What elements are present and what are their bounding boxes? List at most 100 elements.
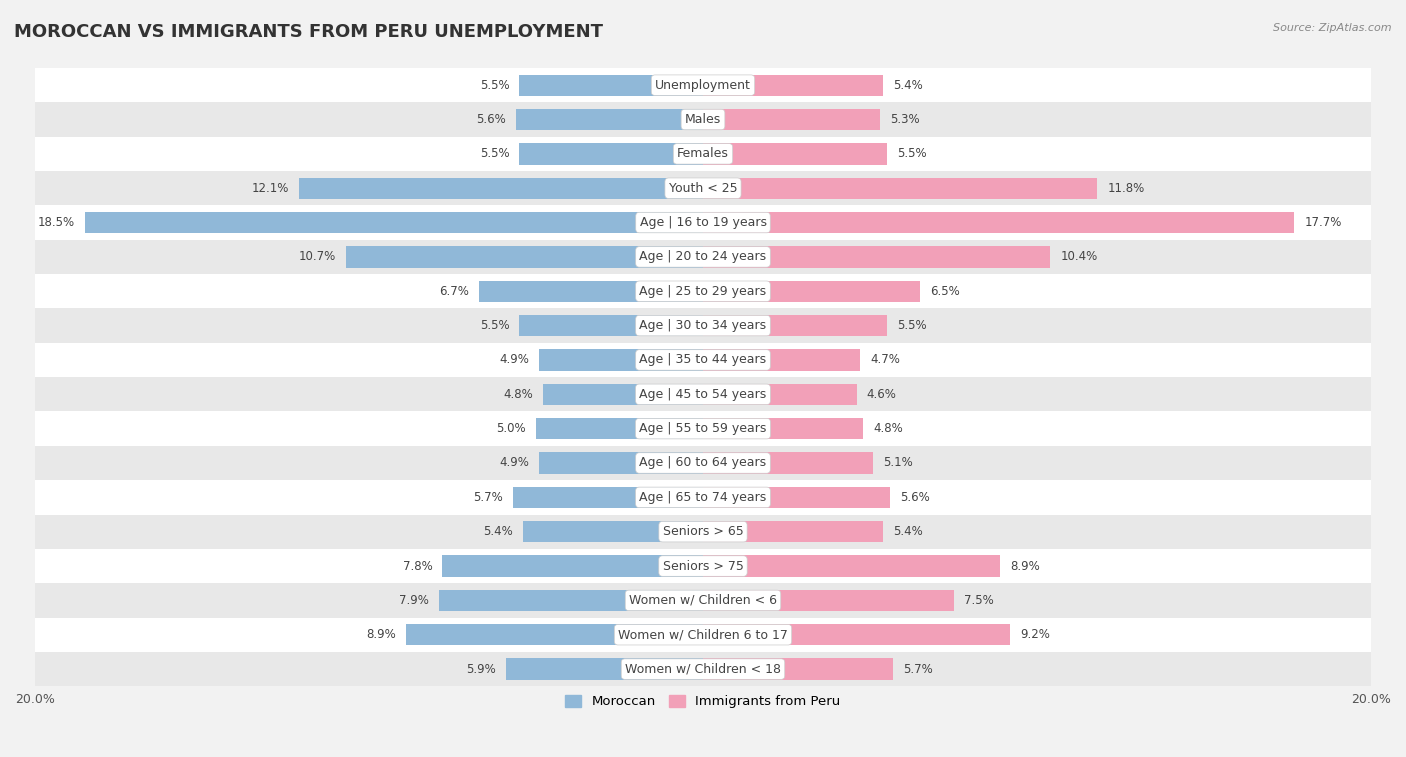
Text: Age | 45 to 54 years: Age | 45 to 54 years: [640, 388, 766, 400]
Text: Age | 20 to 24 years: Age | 20 to 24 years: [640, 251, 766, 263]
Bar: [35, 343, 1371, 377]
Bar: [703, 178, 1097, 199]
Bar: [703, 624, 1011, 646]
Bar: [35, 412, 1371, 446]
Text: 4.9%: 4.9%: [499, 354, 529, 366]
Bar: [35, 205, 1371, 240]
Bar: [703, 281, 920, 302]
Text: Age | 55 to 59 years: Age | 55 to 59 years: [640, 422, 766, 435]
Bar: [703, 212, 1295, 233]
Bar: [35, 68, 1371, 102]
Text: 4.8%: 4.8%: [503, 388, 533, 400]
Bar: [540, 349, 703, 371]
Text: 7.9%: 7.9%: [399, 594, 429, 607]
Legend: Moroccan, Immigrants from Peru: Moroccan, Immigrants from Peru: [560, 690, 846, 714]
Text: Source: ZipAtlas.com: Source: ZipAtlas.com: [1274, 23, 1392, 33]
Text: 5.1%: 5.1%: [883, 456, 912, 469]
Bar: [346, 246, 703, 267]
Bar: [703, 453, 873, 474]
Text: 4.6%: 4.6%: [866, 388, 897, 400]
Text: 7.5%: 7.5%: [963, 594, 993, 607]
Text: 6.5%: 6.5%: [931, 285, 960, 298]
Text: 5.6%: 5.6%: [900, 491, 929, 504]
Text: 5.5%: 5.5%: [479, 319, 509, 332]
Bar: [536, 418, 703, 439]
Text: 5.5%: 5.5%: [897, 148, 927, 160]
Text: Males: Males: [685, 113, 721, 126]
Text: Women w/ Children 6 to 17: Women w/ Children 6 to 17: [619, 628, 787, 641]
Text: Females: Females: [678, 148, 728, 160]
Bar: [703, 384, 856, 405]
Bar: [519, 74, 703, 96]
Text: Age | 35 to 44 years: Age | 35 to 44 years: [640, 354, 766, 366]
Bar: [443, 556, 703, 577]
Bar: [35, 515, 1371, 549]
Bar: [35, 171, 1371, 205]
Bar: [84, 212, 703, 233]
Text: 4.9%: 4.9%: [499, 456, 529, 469]
Text: 5.6%: 5.6%: [477, 113, 506, 126]
Bar: [703, 487, 890, 508]
Bar: [35, 137, 1371, 171]
Bar: [35, 618, 1371, 652]
Bar: [35, 308, 1371, 343]
Bar: [703, 143, 887, 164]
Bar: [516, 109, 703, 130]
Bar: [703, 349, 860, 371]
Text: 5.0%: 5.0%: [496, 422, 526, 435]
Text: 5.4%: 5.4%: [893, 525, 924, 538]
Text: Age | 60 to 64 years: Age | 60 to 64 years: [640, 456, 766, 469]
Text: Age | 30 to 34 years: Age | 30 to 34 years: [640, 319, 766, 332]
Bar: [406, 624, 703, 646]
Text: 4.8%: 4.8%: [873, 422, 903, 435]
Bar: [35, 583, 1371, 618]
Bar: [35, 102, 1371, 137]
Bar: [703, 659, 893, 680]
Bar: [35, 240, 1371, 274]
Text: Age | 65 to 74 years: Age | 65 to 74 years: [640, 491, 766, 504]
Bar: [506, 659, 703, 680]
Text: 18.5%: 18.5%: [38, 216, 75, 229]
Text: 5.4%: 5.4%: [482, 525, 513, 538]
Bar: [703, 590, 953, 611]
Text: 7.8%: 7.8%: [402, 559, 433, 572]
Bar: [703, 521, 883, 542]
Bar: [543, 384, 703, 405]
Text: 4.7%: 4.7%: [870, 354, 900, 366]
Text: 5.3%: 5.3%: [890, 113, 920, 126]
Text: Seniors > 75: Seniors > 75: [662, 559, 744, 572]
Bar: [703, 556, 1000, 577]
Text: Women w/ Children < 18: Women w/ Children < 18: [626, 662, 780, 675]
Bar: [35, 480, 1371, 515]
Bar: [35, 652, 1371, 687]
Text: Age | 16 to 19 years: Age | 16 to 19 years: [640, 216, 766, 229]
Text: 10.7%: 10.7%: [298, 251, 336, 263]
Bar: [35, 446, 1371, 480]
Text: 8.9%: 8.9%: [366, 628, 395, 641]
Bar: [523, 521, 703, 542]
Bar: [703, 315, 887, 336]
Bar: [703, 246, 1050, 267]
Bar: [703, 109, 880, 130]
Bar: [513, 487, 703, 508]
Bar: [35, 549, 1371, 583]
Text: 17.7%: 17.7%: [1305, 216, 1341, 229]
Text: MOROCCAN VS IMMIGRANTS FROM PERU UNEMPLOYMENT: MOROCCAN VS IMMIGRANTS FROM PERU UNEMPLO…: [14, 23, 603, 41]
Text: 9.2%: 9.2%: [1021, 628, 1050, 641]
Bar: [35, 274, 1371, 308]
Bar: [519, 143, 703, 164]
Bar: [519, 315, 703, 336]
Bar: [703, 74, 883, 96]
Bar: [35, 377, 1371, 412]
Text: Women w/ Children < 6: Women w/ Children < 6: [628, 594, 778, 607]
Text: Youth < 25: Youth < 25: [669, 182, 737, 195]
Text: 8.9%: 8.9%: [1011, 559, 1040, 572]
Text: 5.9%: 5.9%: [467, 662, 496, 675]
Bar: [703, 418, 863, 439]
Text: 11.8%: 11.8%: [1107, 182, 1144, 195]
Text: 6.7%: 6.7%: [439, 285, 470, 298]
Text: 5.7%: 5.7%: [472, 491, 502, 504]
Bar: [439, 590, 703, 611]
Text: 5.5%: 5.5%: [479, 79, 509, 92]
Bar: [479, 281, 703, 302]
